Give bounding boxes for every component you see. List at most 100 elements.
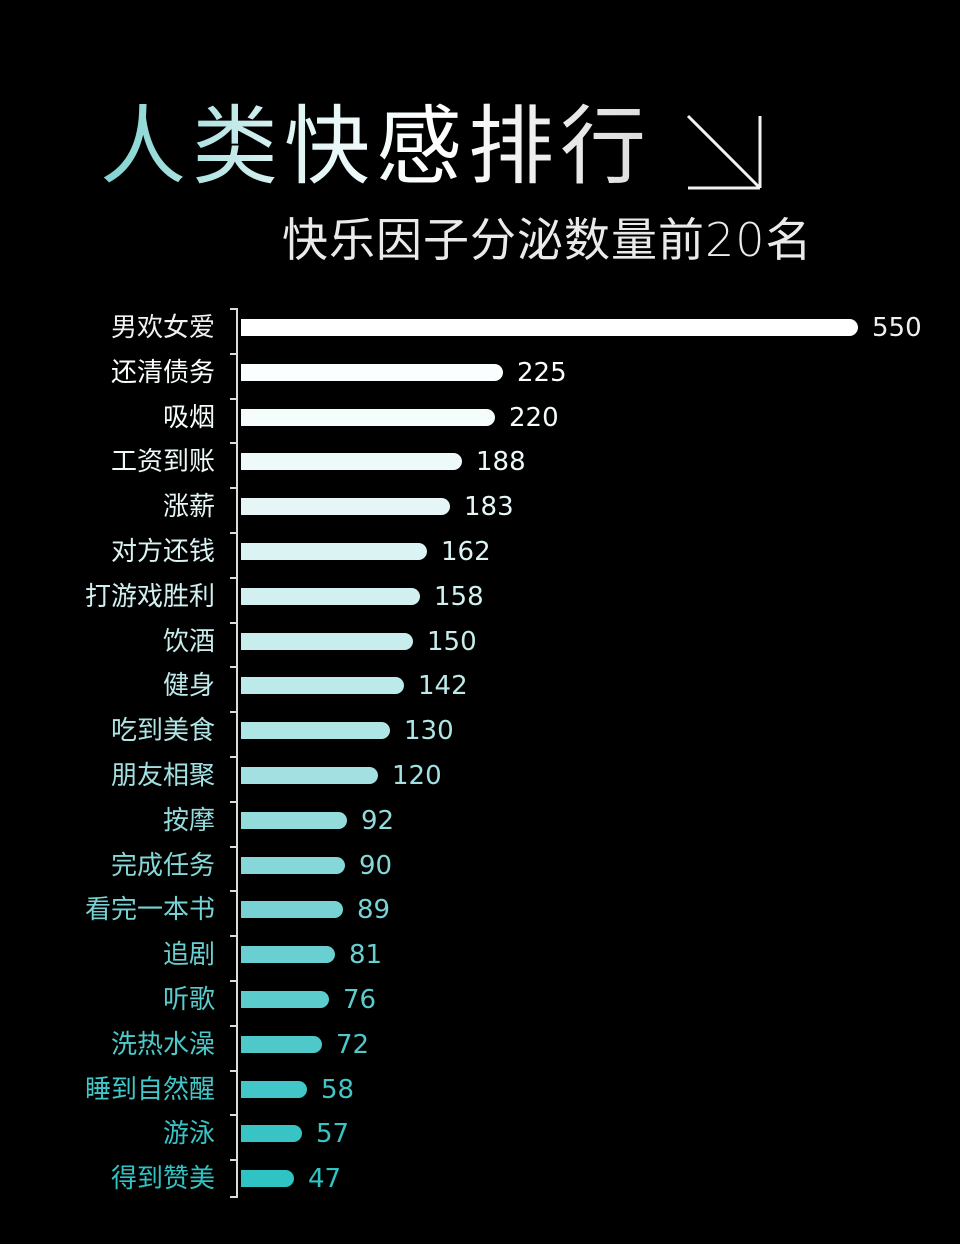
bar (241, 811, 347, 829)
axis-tick (230, 1024, 238, 1027)
bar-row: 吸烟 220 (0, 396, 960, 440)
value-label: 142 (418, 671, 468, 702)
category-label: 朋友相聚 (110, 761, 215, 791)
category-label: 游泳 (162, 1119, 215, 1150)
bar-row: 睡到自然醒 58 (0, 1068, 960, 1112)
bar-row: 饮酒 150 (0, 620, 960, 664)
category-label: 工资到账 (110, 447, 215, 478)
bar (241, 767, 378, 784)
bar (241, 632, 413, 650)
value-label: 162 (441, 537, 491, 567)
category-label: 得到赞美 (110, 1164, 215, 1195)
axis-tick (230, 980, 238, 982)
bar (241, 319, 858, 336)
bar-row: 洗热水澡 72 (0, 1023, 960, 1067)
value-label: 550 (872, 313, 922, 343)
bar-row: 看完一本书 89 (0, 888, 960, 932)
value-label: 81 (349, 940, 383, 971)
category-label: 按摩 (162, 805, 215, 836)
value-label: 57 (316, 1119, 350, 1150)
axis-tick (230, 1159, 238, 1162)
value-label: 90 (359, 850, 393, 881)
category-label: 追剧 (162, 940, 215, 971)
category-label: 还清债务 (110, 357, 215, 388)
axis-tick (230, 666, 238, 669)
axis-tick (230, 487, 238, 490)
bar (241, 1035, 322, 1053)
axis-tick (230, 308, 238, 310)
category-label: 男欢女爱 (110, 313, 215, 343)
bar (241, 1170, 294, 1188)
axis-tick (230, 890, 238, 893)
bar (241, 856, 345, 874)
category-label: 涨薪 (162, 492, 215, 523)
category-label: 洗热水澡 (110, 1029, 215, 1060)
arrow-down-right-icon (686, 114, 762, 190)
bar (241, 1125, 302, 1143)
bar (241, 543, 427, 560)
bar (241, 408, 495, 426)
value-label: 58 (321, 1074, 355, 1105)
bar-row: 工资到账 188 (0, 440, 960, 484)
value-label: 72 (336, 1029, 370, 1060)
category-label: 听歌 (162, 985, 215, 1015)
axis-tick (230, 1196, 238, 1198)
axis-tick (230, 1069, 238, 1072)
page-title: 人类快感排行 (100, 92, 652, 202)
category-label: 睡到自然醒 (84, 1074, 215, 1105)
bar (241, 363, 503, 381)
value-label: 158 (434, 581, 484, 612)
value-label: 130 (404, 716, 454, 747)
bar (241, 901, 343, 919)
category-label: 饮酒 (162, 626, 215, 657)
bar-row: 打游戏胜利 158 (0, 575, 960, 619)
y-axis-line (236, 308, 238, 1196)
category-label: 打游戏胜利 (84, 581, 215, 612)
bar (241, 677, 404, 695)
category-label: 完成任务 (110, 850, 215, 881)
value-label: 183 (464, 492, 514, 523)
axis-tick (230, 397, 238, 400)
bar-row: 完成任务 90 (0, 844, 960, 888)
value-label: 47 (308, 1164, 342, 1195)
value-label: 76 (343, 985, 377, 1015)
value-label: 89 (357, 895, 391, 926)
bar-row: 追剧 81 (0, 933, 960, 977)
value-label: 225 (517, 357, 567, 388)
bar (241, 946, 335, 964)
axis-tick (230, 711, 238, 714)
axis-tick (230, 442, 238, 445)
bar (241, 991, 329, 1008)
bar-row: 对方还钱 162 (0, 530, 960, 574)
category-label: 吃到美食 (110, 716, 215, 747)
bar-row: 游泳 57 (0, 1112, 960, 1156)
bar-row: 按摩 92 (0, 799, 960, 843)
value-label: 188 (476, 447, 526, 478)
value-label: 150 (427, 626, 477, 657)
bar (241, 587, 420, 605)
category-label: 看完一本书 (84, 895, 215, 926)
value-label: 220 (509, 402, 559, 433)
bar-row: 听歌 76 (0, 978, 960, 1022)
bar (241, 453, 462, 471)
bar (241, 1080, 307, 1098)
axis-tick (230, 532, 238, 534)
value-label: 120 (392, 761, 442, 791)
bar-row: 男欢女爱 550 (0, 306, 960, 350)
axis-tick (230, 576, 238, 579)
category-label: 对方还钱 (110, 537, 215, 567)
axis-tick (230, 352, 238, 355)
bar (241, 722, 390, 740)
bar-row: 得到赞美 47 (0, 1157, 960, 1201)
page-subtitle: 快乐因子分泌数量前20名 (282, 213, 813, 267)
bar-row: 吃到美食 130 (0, 709, 960, 753)
bar (241, 498, 450, 516)
category-label: 吸烟 (162, 402, 215, 433)
axis-tick (230, 621, 238, 624)
bar-row: 涨薪 183 (0, 485, 960, 529)
category-label: 健身 (162, 671, 215, 702)
axis-tick (230, 800, 238, 803)
axis-tick (230, 756, 238, 758)
axis-tick (230, 935, 238, 938)
bar-row: 健身 142 (0, 664, 960, 708)
